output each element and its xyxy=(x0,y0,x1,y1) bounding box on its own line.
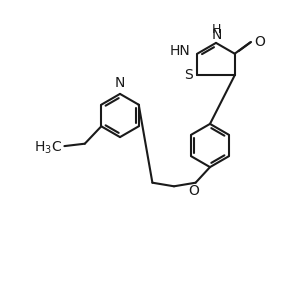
Text: N: N xyxy=(115,76,125,90)
Text: N: N xyxy=(212,28,222,42)
Text: O: O xyxy=(189,184,200,198)
Text: S: S xyxy=(184,68,193,82)
Text: O: O xyxy=(254,35,265,49)
Text: H: H xyxy=(211,23,221,36)
Text: H$_3$C: H$_3$C xyxy=(34,140,62,156)
Text: HN: HN xyxy=(170,44,191,58)
